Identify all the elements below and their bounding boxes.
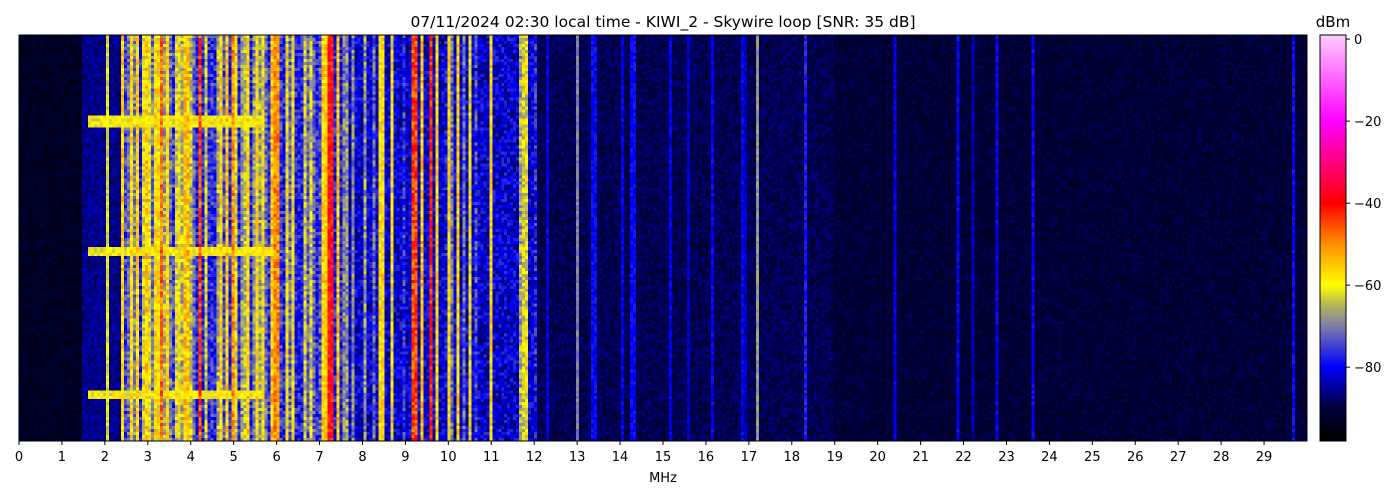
- x-tick-label: 3: [144, 450, 152, 465]
- x-tick-label: 27: [1170, 450, 1187, 465]
- x-tick-label: 0: [15, 450, 23, 465]
- x-tick-label: 21: [912, 450, 929, 465]
- x-axis-ticks: 0 1 2 3 4 5 6 7 8 9 10 11 12 13 14 15 16 17 18 19 20 21 22 23 24…: [15, 441, 1272, 465]
- chart-title: 07/11/2024 02:30 local time - KIWI_2 - S…: [410, 13, 915, 32]
- colorbar-tick-label: 0: [1354, 33, 1362, 48]
- x-tick-label: 16: [698, 450, 715, 465]
- x-tick-label: 22: [955, 450, 972, 465]
- colorbar-tick-label: −60: [1354, 279, 1381, 294]
- x-tick-label: 29: [1256, 450, 1273, 465]
- x-tick-label: 17: [741, 450, 758, 465]
- colorbar-gradient: [1320, 35, 1346, 441]
- x-tick-label: 7: [315, 450, 323, 465]
- x-tick-label: 15: [655, 450, 672, 465]
- x-tick-label: 26: [1127, 450, 1144, 465]
- colorbar-tick-label: −40: [1354, 197, 1381, 212]
- spectrogram-heatmap: [19, 35, 1307, 441]
- colorbar-label: dBm: [1316, 13, 1350, 31]
- x-tick-label: 1: [58, 450, 66, 465]
- x-tick-label: 8: [358, 450, 366, 465]
- x-tick-label: 10: [440, 450, 457, 465]
- x-tick-label: 12: [526, 450, 543, 465]
- x-tick-label: 28: [1213, 450, 1230, 465]
- x-tick-label: 2: [101, 450, 109, 465]
- x-axis-label: MHz: [649, 471, 677, 486]
- x-tick-label: 9: [401, 450, 409, 465]
- x-tick-label: 19: [826, 450, 843, 465]
- x-tick-label: 25: [1084, 450, 1101, 465]
- plot-frame: [18, 34, 1308, 442]
- x-tick-label: 6: [272, 450, 280, 465]
- x-tick-label: 20: [869, 450, 886, 465]
- x-tick-label: 13: [569, 450, 586, 465]
- colorbar-frame: [1319, 34, 1347, 442]
- x-tick-label: 11: [483, 450, 500, 465]
- colorbar-tick-label: −20: [1354, 115, 1381, 130]
- x-tick-label: 4: [187, 450, 195, 465]
- x-tick-label: 18: [784, 450, 801, 465]
- colorbar-ticks: 0 −20 −40 −60 −80: [1346, 33, 1381, 376]
- x-tick-label: 14: [612, 450, 629, 465]
- colorbar-tick-label: −80: [1354, 361, 1381, 376]
- x-tick-label: 24: [1041, 450, 1058, 465]
- x-tick-label: 23: [998, 450, 1015, 465]
- x-tick-label: 5: [230, 450, 238, 465]
